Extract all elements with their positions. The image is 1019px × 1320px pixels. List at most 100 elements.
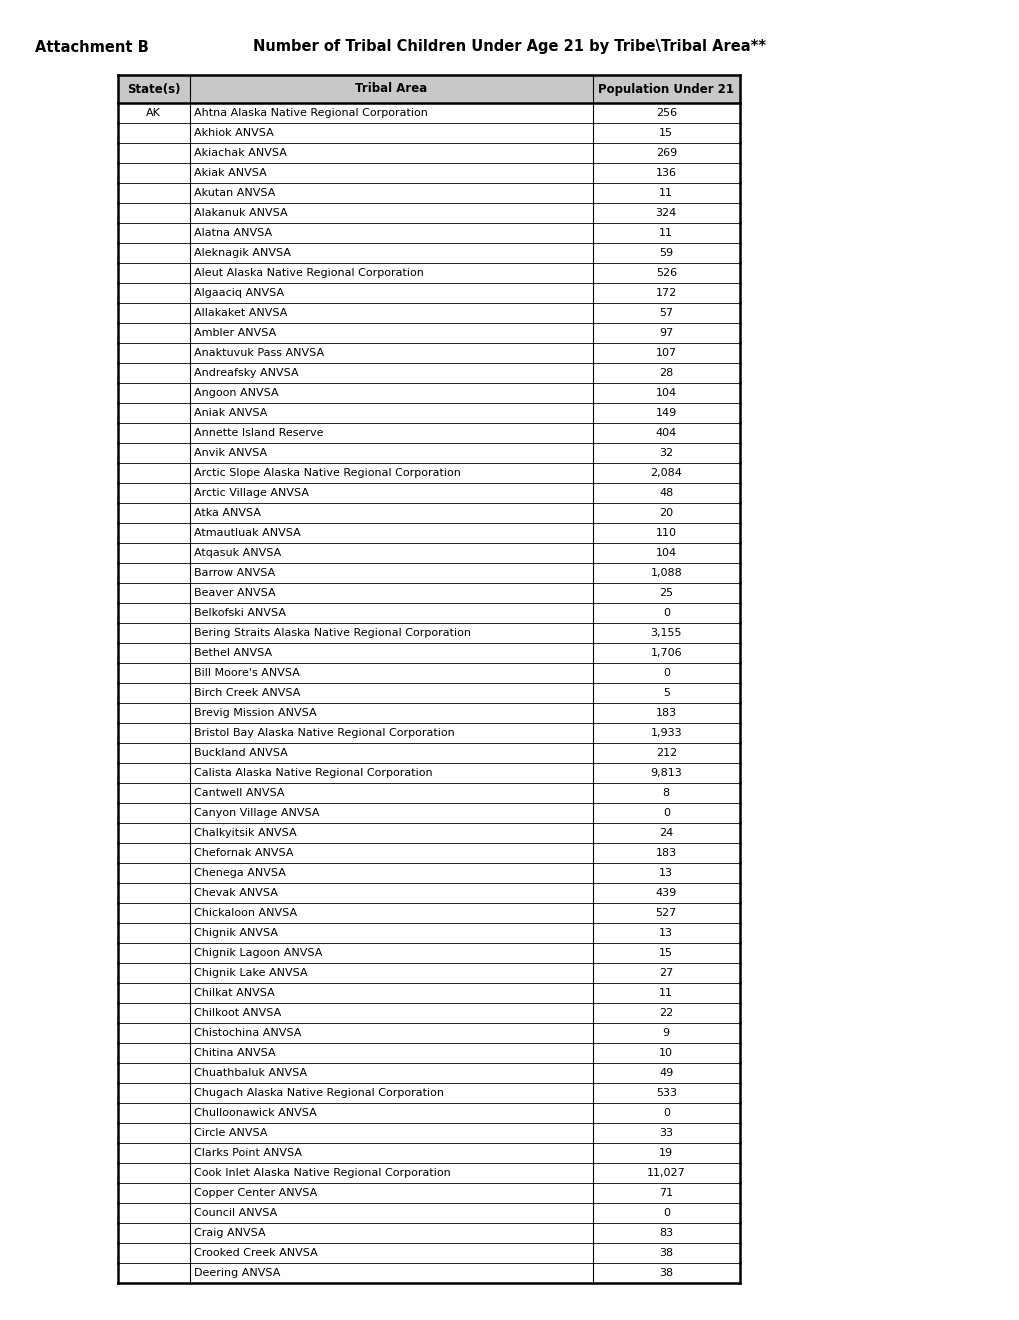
Text: Population Under 21: Population Under 21	[598, 82, 734, 95]
Text: 527: 527	[655, 908, 677, 917]
Text: 22: 22	[658, 1008, 673, 1018]
Text: 48: 48	[658, 488, 673, 498]
Text: Clarks Point ANVSA: Clarks Point ANVSA	[194, 1148, 302, 1158]
Text: 104: 104	[655, 548, 677, 558]
Text: 32: 32	[658, 447, 673, 458]
Text: 269: 269	[655, 148, 677, 158]
Text: State(s): State(s)	[127, 82, 180, 95]
Text: Deering ANVSA: Deering ANVSA	[194, 1269, 279, 1278]
Text: Chenega ANVSA: Chenega ANVSA	[194, 869, 285, 878]
Text: 526: 526	[655, 268, 677, 279]
Text: Chefornak ANVSA: Chefornak ANVSA	[194, 847, 292, 858]
Text: 9,813: 9,813	[650, 768, 682, 777]
Text: 404: 404	[655, 428, 677, 438]
Text: Chickaloon ANVSA: Chickaloon ANVSA	[194, 908, 297, 917]
Text: 136: 136	[655, 168, 677, 178]
Text: Chitina ANVSA: Chitina ANVSA	[194, 1048, 275, 1059]
Text: Cantwell ANVSA: Cantwell ANVSA	[194, 788, 283, 799]
Text: 10: 10	[658, 1048, 673, 1059]
Text: 212: 212	[655, 748, 677, 758]
Text: 256: 256	[655, 108, 677, 117]
Text: Belkofski ANVSA: Belkofski ANVSA	[194, 609, 285, 618]
Text: 2,084: 2,084	[650, 469, 682, 478]
Text: 71: 71	[658, 1188, 673, 1199]
Text: Chuathbaluk ANVSA: Chuathbaluk ANVSA	[194, 1068, 307, 1078]
Text: 1,088: 1,088	[650, 568, 682, 578]
Text: Arctic Slope Alaska Native Regional Corporation: Arctic Slope Alaska Native Regional Corp…	[194, 469, 460, 478]
Text: 25: 25	[658, 587, 673, 598]
Text: 57: 57	[658, 308, 673, 318]
Text: 38: 38	[658, 1247, 673, 1258]
Text: 0: 0	[662, 1208, 669, 1218]
Text: Atmautluak ANVSA: Atmautluak ANVSA	[194, 528, 300, 539]
Text: Ahtna Alaska Native Regional Corporation: Ahtna Alaska Native Regional Corporation	[194, 108, 427, 117]
Text: Chugach Alaska Native Regional Corporation: Chugach Alaska Native Regional Corporati…	[194, 1088, 443, 1098]
Text: Atka ANVSA: Atka ANVSA	[194, 508, 260, 517]
Text: Akiachak ANVSA: Akiachak ANVSA	[194, 148, 286, 158]
Text: 533: 533	[655, 1088, 677, 1098]
Text: 0: 0	[662, 808, 669, 818]
Text: Bethel ANVSA: Bethel ANVSA	[194, 648, 271, 657]
Text: 19: 19	[658, 1148, 673, 1158]
Text: 24: 24	[658, 828, 673, 838]
Text: Chignik Lagoon ANVSA: Chignik Lagoon ANVSA	[194, 948, 322, 958]
Text: 9: 9	[662, 1028, 669, 1038]
Text: 11: 11	[658, 228, 673, 238]
Bar	[118, 75, 739, 103]
Text: 49: 49	[658, 1068, 673, 1078]
Text: Anaktuvuk Pass ANVSA: Anaktuvuk Pass ANVSA	[194, 348, 323, 358]
Text: Chevak ANVSA: Chevak ANVSA	[194, 888, 277, 898]
Text: Beaver ANVSA: Beaver ANVSA	[194, 587, 275, 598]
Text: Akiak ANVSA: Akiak ANVSA	[194, 168, 266, 178]
Text: 149: 149	[655, 408, 677, 418]
Text: Circle ANVSA: Circle ANVSA	[194, 1129, 267, 1138]
Text: 27: 27	[658, 968, 673, 978]
Text: Aleknagik ANVSA: Aleknagik ANVSA	[194, 248, 290, 257]
Text: Chulloonawick ANVSA: Chulloonawick ANVSA	[194, 1107, 316, 1118]
Text: 20: 20	[658, 508, 673, 517]
Text: 15: 15	[658, 128, 673, 139]
Text: Angoon ANVSA: Angoon ANVSA	[194, 388, 278, 399]
Text: 5: 5	[662, 688, 669, 698]
Text: Arctic Village ANVSA: Arctic Village ANVSA	[194, 488, 308, 498]
Text: Barrow ANVSA: Barrow ANVSA	[194, 568, 274, 578]
Text: Atqasuk ANVSA: Atqasuk ANVSA	[194, 548, 280, 558]
Text: Allakaket ANVSA: Allakaket ANVSA	[194, 308, 286, 318]
Text: Annette Island Reserve: Annette Island Reserve	[194, 428, 323, 438]
Text: Calista Alaska Native Regional Corporation: Calista Alaska Native Regional Corporati…	[194, 768, 432, 777]
Text: Crooked Creek ANVSA: Crooked Creek ANVSA	[194, 1247, 317, 1258]
Text: Number of Tribal Children Under Age 21 by Tribe\Tribal Area**: Number of Tribal Children Under Age 21 b…	[253, 40, 766, 54]
Text: Alatna ANVSA: Alatna ANVSA	[194, 228, 271, 238]
Text: Buckland ANVSA: Buckland ANVSA	[194, 748, 287, 758]
Text: Chalkyitsik ANVSA: Chalkyitsik ANVSA	[194, 828, 296, 838]
Text: Algaaciq ANVSA: Algaaciq ANVSA	[194, 288, 283, 298]
Text: 107: 107	[655, 348, 677, 358]
Text: 1,933: 1,933	[650, 729, 682, 738]
Text: 183: 183	[655, 708, 677, 718]
Text: 33: 33	[658, 1129, 673, 1138]
Text: 8: 8	[662, 788, 669, 799]
Text: 11,027: 11,027	[646, 1168, 685, 1177]
Text: Bill Moore's ANVSA: Bill Moore's ANVSA	[194, 668, 300, 678]
Text: AK: AK	[146, 108, 161, 117]
Text: Council ANVSA: Council ANVSA	[194, 1208, 276, 1218]
Text: 83: 83	[658, 1228, 673, 1238]
Text: Attachment B: Attachment B	[35, 40, 149, 54]
Text: Copper Center ANVSA: Copper Center ANVSA	[194, 1188, 317, 1199]
Text: Tribal Area: Tribal Area	[355, 82, 427, 95]
Text: 439: 439	[655, 888, 677, 898]
Text: Bristol Bay Alaska Native Regional Corporation: Bristol Bay Alaska Native Regional Corpo…	[194, 729, 453, 738]
Text: 324: 324	[655, 209, 677, 218]
Text: Andreafsky ANVSA: Andreafsky ANVSA	[194, 368, 298, 378]
Text: 183: 183	[655, 847, 677, 858]
Text: 0: 0	[662, 668, 669, 678]
Text: 0: 0	[662, 1107, 669, 1118]
Text: Aleut Alaska Native Regional Corporation: Aleut Alaska Native Regional Corporation	[194, 268, 423, 279]
Text: Akutan ANVSA: Akutan ANVSA	[194, 187, 275, 198]
Text: Alakanuk ANVSA: Alakanuk ANVSA	[194, 209, 287, 218]
Text: 11: 11	[658, 987, 673, 998]
Text: Chilkoot ANVSA: Chilkoot ANVSA	[194, 1008, 280, 1018]
Text: 15: 15	[658, 948, 673, 958]
Text: Brevig Mission ANVSA: Brevig Mission ANVSA	[194, 708, 316, 718]
Text: 172: 172	[655, 288, 677, 298]
